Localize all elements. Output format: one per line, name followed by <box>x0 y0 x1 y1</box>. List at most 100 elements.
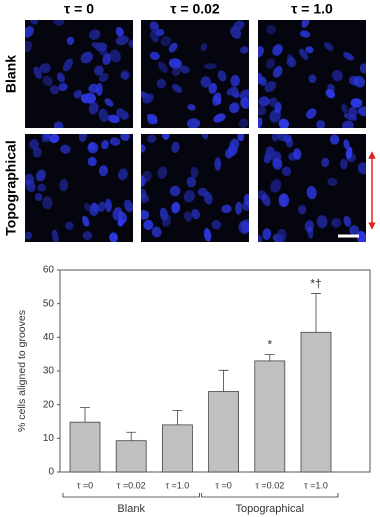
nucleus <box>331 217 342 228</box>
nucleus <box>162 134 170 140</box>
nucleus <box>32 147 42 158</box>
nucleus <box>65 221 74 230</box>
nucleus <box>98 72 109 83</box>
y-tick-label: 40 <box>43 332 55 343</box>
column-label: τ = 0.02 <box>170 1 220 17</box>
nucleus <box>171 67 181 76</box>
x-tick-label: τ =0.02 <box>255 480 284 490</box>
x-tick-label: τ =0 <box>77 480 93 490</box>
nucleus <box>305 108 317 119</box>
nucleus <box>299 48 309 60</box>
nucleus <box>42 75 53 87</box>
bar <box>115 440 147 473</box>
nucleus <box>201 134 209 140</box>
micrograph <box>141 134 249 242</box>
nucleus <box>91 42 105 51</box>
nucleus <box>350 98 363 108</box>
nucleus <box>53 20 65 26</box>
nucleus <box>128 39 133 48</box>
bar <box>69 421 101 473</box>
nucleus <box>183 190 195 203</box>
y-tick-label: 50 <box>43 298 55 309</box>
nucleus <box>41 134 48 143</box>
nucleus <box>141 175 146 187</box>
nucleus <box>118 211 128 224</box>
nucleus <box>357 162 366 175</box>
nucleus <box>316 120 326 128</box>
bar <box>208 391 240 473</box>
nucleus <box>271 134 279 142</box>
nucleus <box>143 219 154 231</box>
nucleus <box>329 134 340 145</box>
group-bracket <box>201 493 339 498</box>
nucleus <box>321 157 330 168</box>
nucleus <box>226 86 239 96</box>
bar <box>300 331 332 473</box>
y-tick-label: 60 <box>43 265 55 276</box>
nucleus <box>49 134 60 144</box>
nucleus <box>235 201 243 215</box>
nucleus <box>183 211 193 222</box>
error-bar <box>218 369 229 392</box>
nucleus <box>149 21 160 30</box>
nucleus <box>98 108 109 123</box>
significance-label: *† <box>310 277 321 291</box>
y-tick-label: 0 <box>48 467 54 478</box>
nucleus <box>258 96 270 107</box>
nucleus <box>299 30 311 38</box>
nucleus <box>200 42 208 52</box>
nucleus <box>203 63 217 70</box>
nucleus <box>211 220 222 230</box>
nucleus <box>157 166 168 179</box>
nucleus <box>49 85 60 95</box>
nucleus <box>151 226 162 238</box>
nucleus <box>298 205 307 215</box>
nucleus <box>340 158 348 170</box>
nucleus <box>187 104 196 111</box>
nucleus <box>261 193 271 207</box>
nucleus <box>269 109 281 123</box>
nucleus <box>87 156 97 167</box>
nucleus <box>212 92 222 106</box>
micrographs <box>25 20 366 242</box>
nucleus <box>101 140 109 150</box>
nucleus <box>272 44 283 56</box>
micrograph <box>258 134 366 242</box>
nucleus <box>25 231 32 240</box>
row-label: Blank <box>3 55 19 93</box>
nucleus <box>60 144 71 154</box>
nucleus <box>283 134 292 143</box>
nucleus <box>278 193 290 208</box>
nucleus <box>258 72 263 85</box>
micrograph <box>25 20 133 128</box>
nucleus <box>304 220 315 233</box>
bar <box>254 360 286 473</box>
nucleus <box>37 183 47 192</box>
x-tick-label: τ =0 <box>215 480 231 490</box>
nucleus <box>120 134 130 142</box>
nucleus <box>238 118 249 128</box>
nucleus <box>348 75 359 86</box>
nucleus <box>233 20 245 31</box>
nucleus <box>88 142 96 151</box>
nucleus <box>343 52 354 61</box>
nucleus <box>342 120 354 128</box>
nucleus <box>59 178 69 192</box>
nucleus <box>217 70 227 82</box>
nucleus <box>25 179 36 193</box>
nucleus <box>238 220 249 235</box>
nucleus <box>281 166 292 177</box>
nucleus <box>341 103 348 114</box>
nucleus <box>98 165 108 177</box>
nucleus <box>142 93 154 104</box>
nucleus <box>229 102 240 114</box>
nucleus <box>331 69 343 82</box>
nucleus <box>88 29 101 40</box>
nucleus <box>97 201 106 212</box>
nucleus <box>272 66 283 78</box>
nucleus <box>221 204 232 214</box>
nucleus <box>78 134 88 143</box>
nucleus <box>158 61 168 73</box>
nucleus <box>104 98 114 107</box>
nucleus <box>80 51 94 64</box>
